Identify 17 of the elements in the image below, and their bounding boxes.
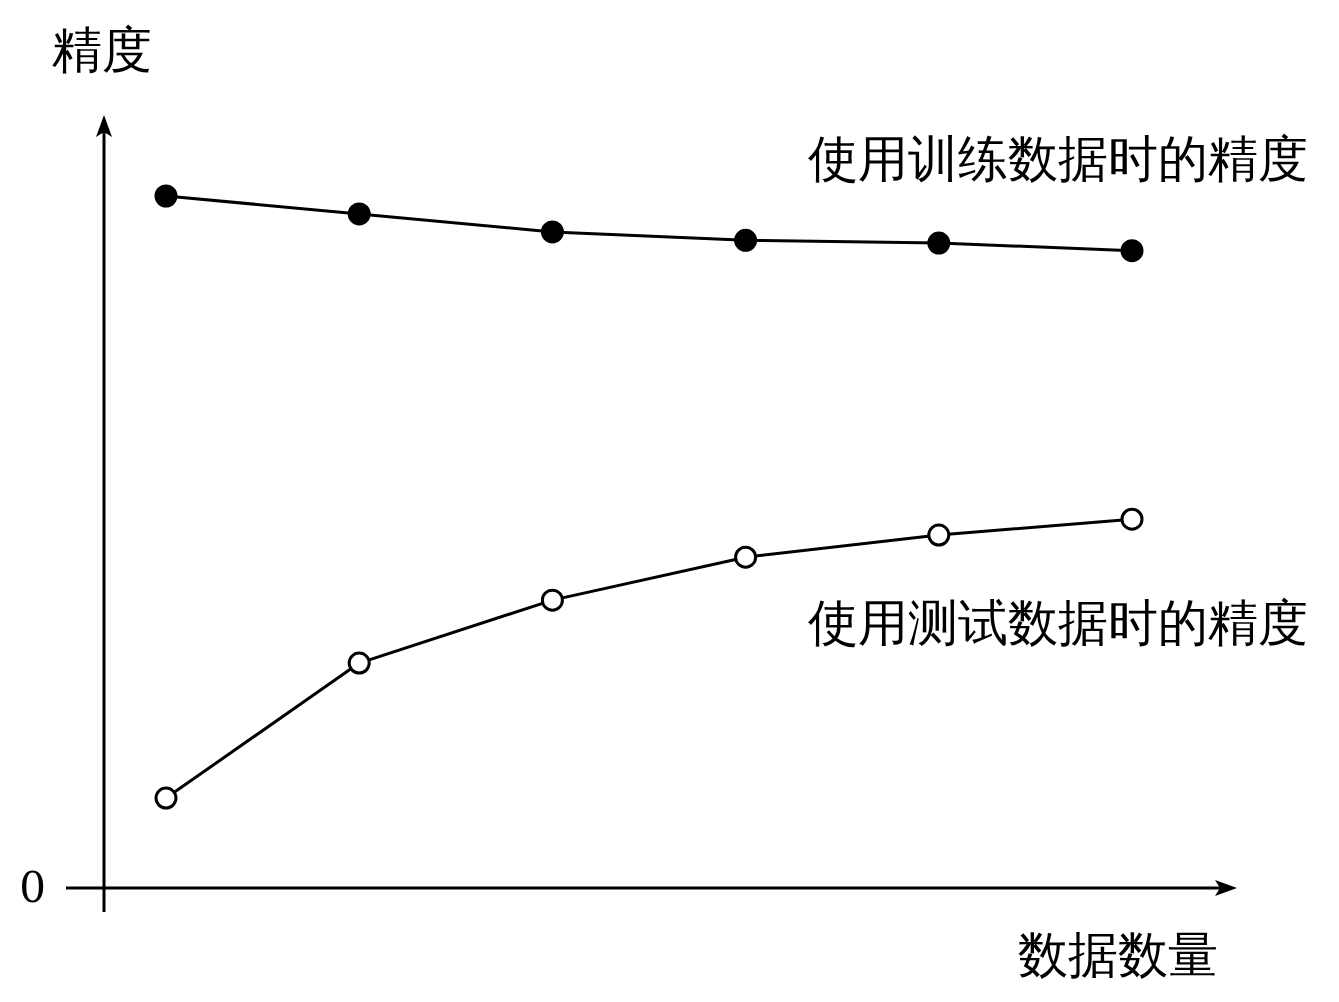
x-axis-title: 数据数量 <box>1018 926 1218 984</box>
point <box>154 786 178 810</box>
series-label: 使用测试数据时的精度 <box>808 594 1308 652</box>
point <box>540 220 564 244</box>
point <box>540 588 564 612</box>
series-label: 使用训练数据时的精度 <box>808 130 1308 188</box>
point <box>927 523 951 547</box>
point <box>734 228 758 252</box>
point <box>1120 239 1144 263</box>
point <box>927 231 951 255</box>
y-axis-title: 精度 <box>52 21 152 79</box>
point <box>154 184 178 208</box>
text: 0 <box>19 863 46 912</box>
point <box>734 545 758 569</box>
point <box>347 202 371 226</box>
point <box>347 651 371 675</box>
point <box>1120 507 1144 531</box>
